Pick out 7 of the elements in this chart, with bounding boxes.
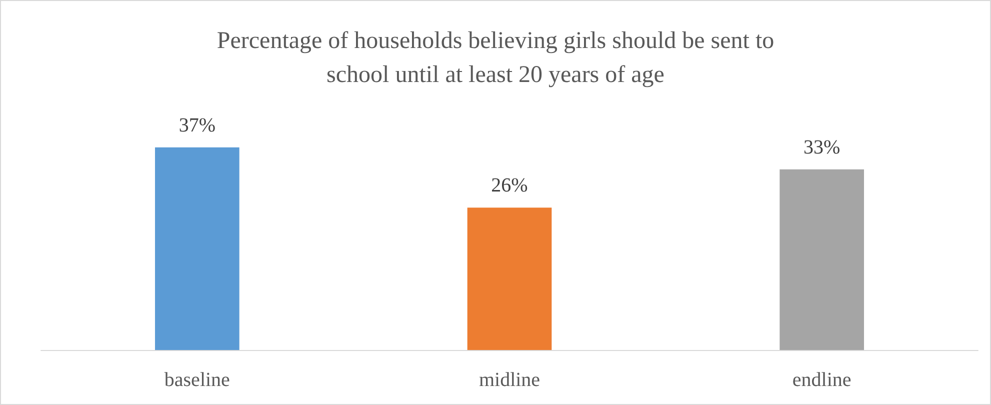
chart-title: Percentage of households believing girls should be sent to school until at least 20 years of age [216, 28, 774, 88]
x-tick-label: baseline [164, 369, 230, 391]
data-label: 33% [803, 136, 840, 158]
x-tick-label: midline [478, 369, 540, 391]
data-label: 37% [178, 114, 216, 136]
x-tick-label: endline [792, 369, 852, 391]
data-label: 26% [491, 174, 528, 197]
